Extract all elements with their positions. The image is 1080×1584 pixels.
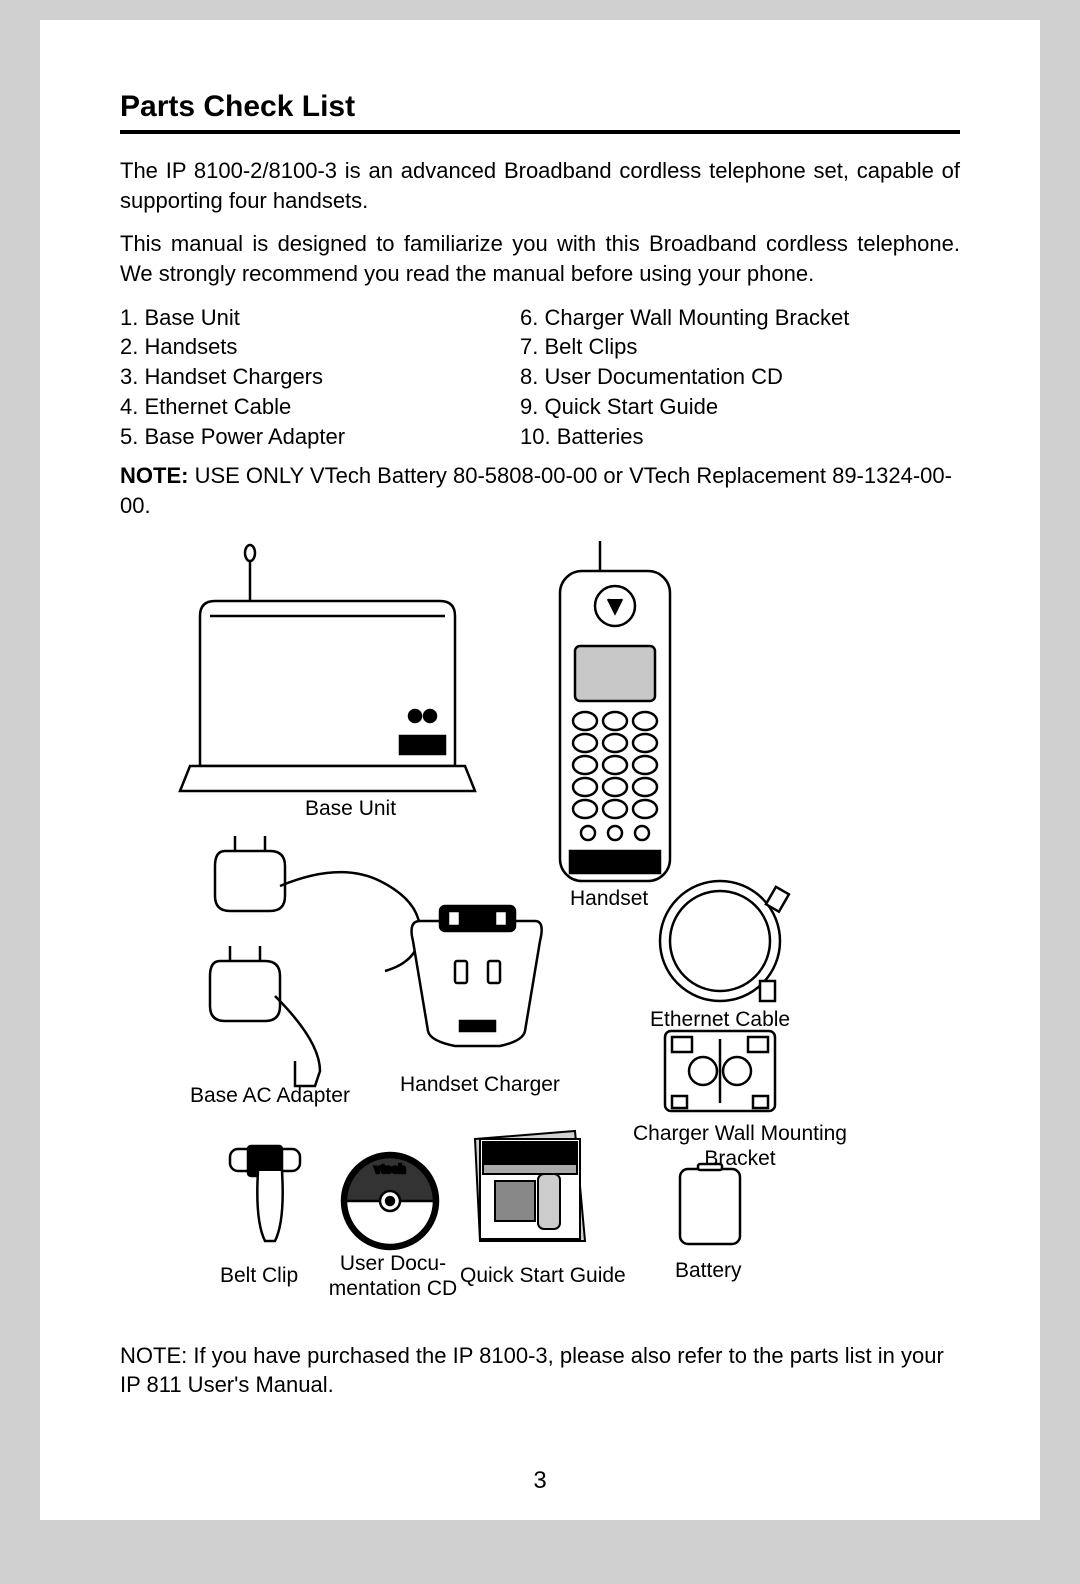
- label-cd: User Docu- mentation CD: [328, 1251, 458, 1301]
- footnote: NOTE: If you have purchased the IP 8100-…: [120, 1341, 960, 1400]
- battery-icon: [680, 1164, 740, 1244]
- intro-1: The IP 8100-2/8100-3 is an advanced Broa…: [120, 156, 960, 215]
- title-rule: [120, 130, 960, 134]
- parts-list-left: Base Unit Handsets Handset Chargers Ethe…: [120, 303, 480, 451]
- belt-clip-icon: [230, 1146, 300, 1241]
- note-text: USE ONLY VTech Battery 80-5808-00-00 or …: [120, 463, 952, 518]
- label-ethernet: Ethernet Cable: [650, 1007, 790, 1032]
- parts-diagram: vtech Base Unit Handset Base AC Adapter …: [120, 541, 960, 1321]
- label-qsg: Quick Start Guide: [460, 1263, 626, 1288]
- qsg-icon: [475, 1131, 585, 1241]
- label-battery: Battery: [675, 1258, 742, 1283]
- cd-icon: vtech: [342, 1153, 438, 1249]
- parts-list-right: Charger Wall Mounting Bracket Belt Clips…: [520, 303, 849, 451]
- list-item: Handsets: [120, 332, 480, 362]
- parts-list-columns: Base Unit Handsets Handset Chargers Ethe…: [120, 303, 960, 451]
- list-item: Belt Clips: [520, 332, 849, 362]
- handset-icon: [560, 541, 670, 881]
- label-wall-bracket: Charger Wall Mounting Bracket: [630, 1121, 850, 1171]
- list-item: Charger Wall Mounting Bracket: [520, 303, 849, 333]
- list-item: Handset Chargers: [120, 362, 480, 392]
- label-handset-charger: Handset Charger: [400, 1072, 560, 1097]
- base-unit-icon: [180, 545, 475, 791]
- note-bold: NOTE:: [120, 463, 188, 488]
- svg-text:vtech: vtech: [374, 1162, 405, 1176]
- list-item: Quick Start Guide: [520, 392, 849, 422]
- handset-charger-icon: [412, 906, 542, 1046]
- wall-bracket-icon: [665, 1031, 775, 1111]
- label-base-adapter: Base AC Adapter: [190, 1083, 350, 1108]
- diagram-svg: vtech: [120, 541, 960, 1321]
- list-item: Base Unit: [120, 303, 480, 333]
- intro-2: This manual is designed to familiarize y…: [120, 229, 960, 288]
- battery-note: NOTE: USE ONLY VTech Battery 80-5808-00-…: [120, 461, 960, 520]
- list-item: Batteries: [520, 422, 849, 452]
- label-handset: Handset: [570, 886, 648, 911]
- list-item: User Documentation CD: [520, 362, 849, 392]
- list-item: Base Power Adapter: [120, 422, 480, 452]
- page-title: Parts Check List: [120, 90, 960, 124]
- ethernet-cable-icon: [660, 881, 789, 1001]
- list-item: Ethernet Cable: [120, 392, 480, 422]
- base-adapter-icon: [210, 836, 420, 1086]
- manual-page: Parts Check List The IP 8100-2/8100-3 is…: [40, 20, 1040, 1520]
- label-base-unit: Base Unit: [305, 796, 396, 821]
- page-number: 3: [40, 1467, 1040, 1495]
- label-belt-clip: Belt Clip: [220, 1263, 298, 1288]
